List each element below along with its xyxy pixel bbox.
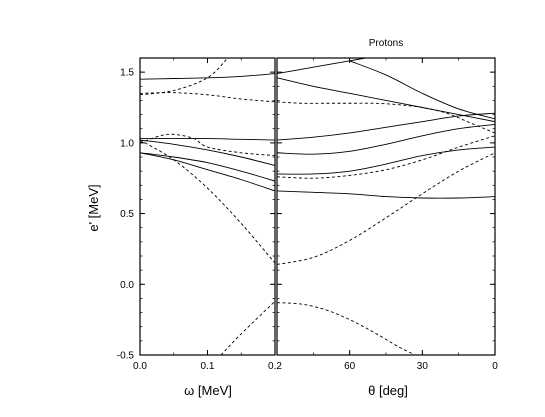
right-series-line-solid-4 (276, 124, 495, 155)
right-series-line-solid-5 (276, 146, 495, 175)
left-series-line-solid-3 (140, 152, 275, 182)
right-series-line-solid-3 (276, 112, 495, 141)
right-panel-frame (276, 57, 496, 356)
left-series-line-dashed-8 (140, 139, 275, 264)
right-panel-title: Protons (369, 38, 403, 49)
right-panel-series (276, 58, 495, 355)
left-series-line-solid-0 (140, 73, 275, 80)
ytick-label: -0.5 (117, 351, 135, 362)
left-series-line-dashed-7 (140, 133, 275, 157)
right-series-line-solid-2 (276, 77, 495, 123)
right-xtick-label: 0 (492, 361, 498, 372)
left-xtick-label: 0.0 (133, 361, 147, 372)
right-series-line-solid-6 (276, 190, 495, 199)
right-series-line-solid-1 (349, 60, 495, 120)
y-axis-title: e' [MeV] (86, 184, 101, 231)
right-x-axis-title: θ [deg] (368, 383, 408, 398)
left-series-line-solid-2 (140, 139, 275, 166)
right-xtick-label: 30 (417, 361, 429, 372)
left-series-line-dashed-5 (140, 58, 229, 96)
left-x-axis-title: ω [MeV] (184, 383, 232, 398)
right-series-line-dashed-7 (276, 101, 495, 134)
right-xtick-label: 60 (344, 361, 356, 372)
left-xtick-label: 0.1 (201, 361, 215, 372)
axis-ticks (139, 57, 496, 356)
ytick-label: 1.5 (120, 68, 134, 79)
left-series-line-solid-4 (140, 152, 275, 192)
axis-tick-labels: 0.0 0.1 0.2 60 30 0-0.50.00.51.01.5 (117, 68, 498, 372)
left-series-line-dashed-9 (220, 300, 275, 355)
ytick-label: 1.0 (120, 138, 134, 149)
right-series-line-dashed-10 (276, 302, 416, 355)
left-panel-frame (139, 57, 276, 356)
left-series-line-solid-1 (140, 138, 275, 141)
left-panel-series (140, 58, 275, 355)
right-series-line-dashed-8 (276, 135, 495, 179)
right-series-line-dashed-9 (276, 152, 495, 265)
ytick-label: 0.5 (120, 209, 134, 220)
left-series-line-dashed-6 (140, 92, 275, 103)
left-xtick-label: 0.2 (268, 361, 282, 372)
right-series-line-solid-0 (276, 58, 369, 75)
ytick-label: 0.0 (120, 280, 134, 291)
